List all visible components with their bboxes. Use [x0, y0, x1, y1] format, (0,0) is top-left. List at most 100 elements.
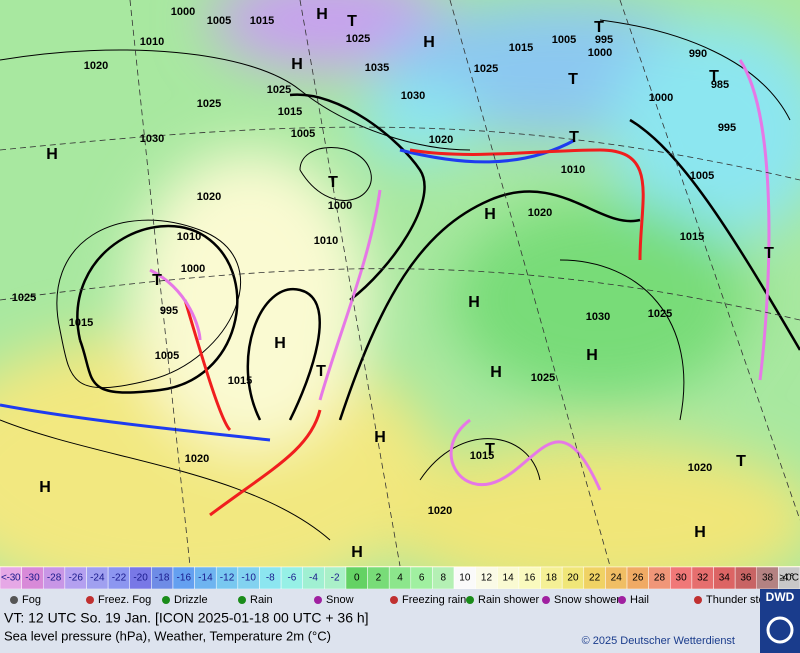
pressure-label: 1020	[84, 60, 108, 72]
legend-label: Hail	[630, 594, 649, 606]
legend-symbol	[86, 596, 94, 604]
pressure-label: 1005	[690, 170, 714, 182]
colorbar-label: -28	[47, 573, 62, 584]
valid-time: VT: 12 UTC So. 19 Jan. [ICON 2025-01-18 …	[4, 610, 369, 626]
pressure-system: H	[374, 429, 386, 446]
colorbar-label: -22	[112, 573, 127, 584]
pressure-label: 1025	[648, 308, 672, 320]
pressure-label: 1015	[250, 15, 274, 27]
pressure-label: 1005	[552, 34, 576, 46]
legend-symbol	[238, 596, 246, 604]
pressure-system: T	[569, 129, 579, 146]
colorbar-label: 0	[354, 573, 360, 584]
colorbar-label: -18	[155, 573, 170, 584]
pressure-label: 1005	[291, 128, 315, 140]
pressure-system: H	[46, 146, 58, 163]
colorbar-label: -20	[133, 573, 148, 584]
pressure-system: H	[423, 34, 435, 51]
pressure-system: T	[764, 245, 774, 262]
pressure-system: H	[39, 479, 51, 496]
pressure-system: H	[291, 56, 303, 73]
pressure-label: 1010	[177, 231, 201, 243]
legend-symbol	[390, 596, 398, 604]
legend-label: Snow shower	[554, 594, 620, 606]
pressure-system: H	[490, 364, 502, 381]
legend-label: Drizzle	[174, 594, 208, 606]
legend-symbol	[162, 596, 170, 604]
colorbar-label: <-30	[1, 573, 21, 584]
pressure-label: 1025	[346, 33, 370, 45]
legend-symbol	[466, 596, 474, 604]
pressure-label: 1035	[365, 62, 389, 74]
colorbar-label: 12	[481, 573, 493, 584]
pressure-system: T	[152, 272, 162, 289]
dwd-logo-icon	[766, 616, 794, 644]
legend-label: Snow	[326, 594, 354, 606]
pressure-label: 1020	[429, 134, 453, 146]
pressure-system: T	[594, 19, 604, 36]
pressure-system: T	[485, 441, 495, 458]
pressure-label: 1030	[586, 311, 610, 323]
pressure-label: 1020	[528, 207, 552, 219]
colorbar-label: -8	[266, 573, 275, 584]
legend-symbol	[314, 596, 322, 604]
pressure-system: T	[328, 174, 338, 191]
colorbar-label: 32	[697, 573, 709, 584]
pressure-label: 1015	[228, 375, 252, 387]
pressure-label: 1015	[680, 231, 704, 243]
colorbar-label: -10	[241, 573, 256, 584]
pressure-system: H	[484, 206, 496, 223]
pressure-system: T	[347, 13, 357, 30]
pressure-system: H	[316, 6, 328, 23]
pressure-label: 1025	[12, 292, 36, 304]
pressure-system: T	[709, 68, 719, 85]
colorbar-label: 24	[611, 573, 623, 584]
pressure-label: 1005	[155, 350, 179, 362]
pressure-label: 990	[689, 48, 707, 60]
pressure-label: 1000	[649, 92, 673, 104]
pressure-system: H	[274, 335, 286, 352]
colorbar-label: -12	[220, 573, 235, 584]
colorbar-label: -30	[25, 573, 40, 584]
colorbar-label: 38	[762, 573, 774, 584]
description: Sea level pressure (hPa), Weather, Tempe…	[4, 628, 331, 643]
pressure-system: T	[316, 363, 326, 380]
pressure-label: 1020	[185, 453, 209, 465]
pressure-label: 1015	[69, 317, 93, 329]
pressure-label: 1025	[267, 84, 291, 96]
pressure-system: T	[568, 71, 578, 88]
pressure-label: 985	[711, 79, 729, 91]
colorbar-label: 16	[524, 573, 536, 584]
colorbar-label: -24	[90, 573, 105, 584]
pressure-label: 1020	[428, 505, 452, 517]
pressure-label: 1025	[531, 372, 555, 384]
pressure-label: 1015	[470, 450, 494, 462]
pressure-label: 1000	[171, 6, 195, 18]
pressure-label: 1030	[140, 133, 164, 145]
colorbar-label: -26	[68, 573, 83, 584]
pressure-label: 1010	[140, 36, 164, 48]
colorbar-label: 4	[397, 573, 403, 584]
legend-symbol	[10, 596, 18, 604]
colorbar-label: 20	[567, 573, 579, 584]
dwd-logo-text: DWD	[766, 590, 795, 604]
colorbar-label: -16	[177, 573, 192, 584]
pressure-system: H	[351, 544, 363, 561]
legend-symbol	[542, 596, 550, 604]
temperature-colorbar: <-30 -30 -28 -26 -24 -22 -20 -18 -16 -14 -12 -10 -8-…	[0, 566, 800, 590]
pressure-label: 995	[595, 34, 613, 46]
legend-label: Rain shower	[478, 594, 539, 606]
legend-label: Freezing rain	[402, 594, 466, 606]
colorbar-label: 36	[740, 573, 752, 584]
pressure-label: 1000	[328, 200, 352, 212]
legend-symbol	[618, 596, 626, 604]
pressure-label: 1010	[561, 164, 585, 176]
pressure-label: 995	[160, 305, 178, 317]
colorbar-label: 28	[654, 573, 666, 584]
colorbar-label: ≥40 °C	[779, 573, 799, 584]
legend-label: Rain	[250, 594, 273, 606]
colorbar-label: 34	[719, 573, 731, 584]
colorbar-label: -14	[198, 573, 213, 584]
legend-symbol	[694, 596, 702, 604]
